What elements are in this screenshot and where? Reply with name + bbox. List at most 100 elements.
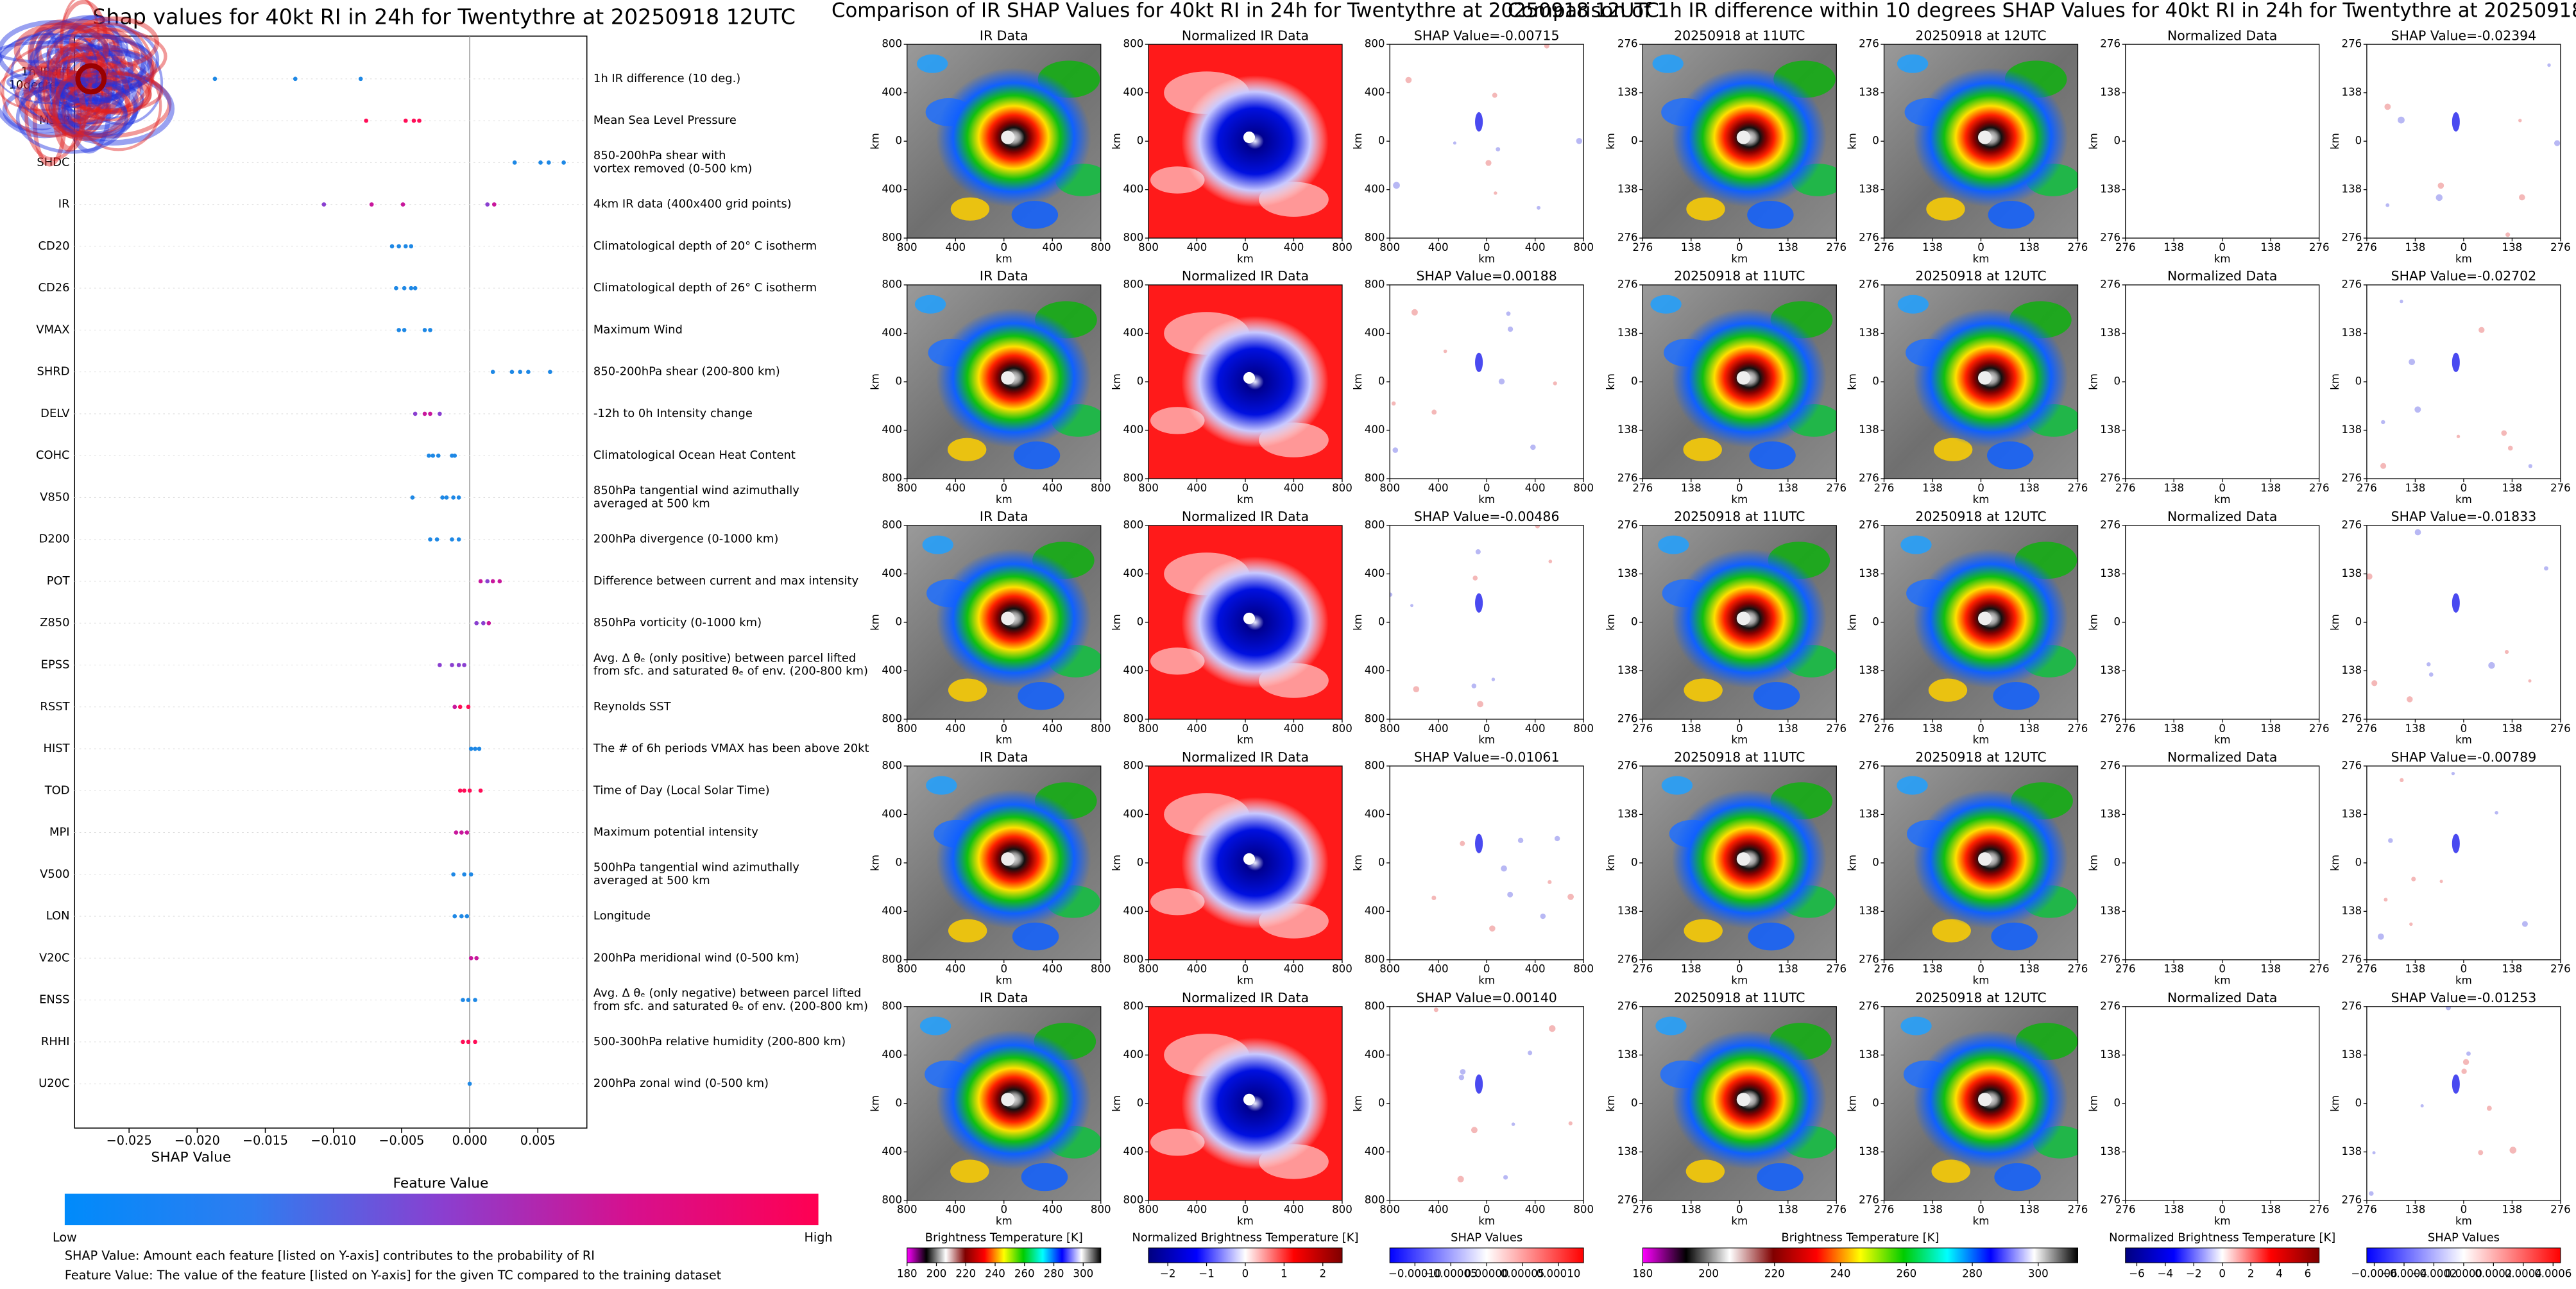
y-tick-label: 800 [1365, 1193, 1385, 1206]
y-axis-label: km [1846, 855, 1858, 871]
y-tick-label: 276 [1859, 38, 1879, 50]
shap-point [457, 788, 463, 793]
x-tick-label: 0 [1736, 241, 1743, 253]
cloud-patch [1685, 1159, 1725, 1183]
x-tick-label: 800 [1379, 482, 1400, 494]
y-axis-label: km [2329, 855, 2341, 871]
panel-title: 20250918 at 12UTC [1915, 749, 2046, 765]
cloud-patch [950, 197, 990, 221]
feature-description: 850-200hPa shear with [593, 149, 726, 162]
x-tick-label: 0 [1483, 722, 1490, 735]
y-axis-label: km [1605, 855, 1617, 871]
x-tick-label: 138 [2405, 241, 2426, 253]
y-tick-label: 0 [1631, 375, 1638, 388]
shap-point [546, 160, 551, 165]
satellite-image [1884, 525, 2078, 719]
x-tick-label: 138 [1778, 722, 1798, 735]
x-tick-label: 0 [1977, 722, 1984, 735]
x-tick-label: 800 [1138, 241, 1159, 253]
colorbar-label: SHAP Values [2428, 1231, 2500, 1245]
shap-speck [2528, 464, 2532, 468]
x-tick-label: 800 [1379, 722, 1400, 735]
shap-point [422, 328, 427, 332]
satellite-image [1390, 525, 1584, 719]
x-tick-label: 138 [2163, 241, 2184, 253]
feature-description: Climatological Ocean Heat Content [593, 448, 796, 462]
x-tick-label: 276 [2357, 241, 2377, 253]
feature-description: from sfc. and saturated θₑ of env. (200-… [593, 665, 868, 678]
colorbar-tick-label: 280 [1962, 1267, 1983, 1279]
x-tick-label: 138 [1922, 241, 1943, 253]
colorbar-tick-label: 6 [2305, 1267, 2312, 1279]
y-tick-label: 400 [882, 423, 902, 436]
x-tick-label: 276 [2357, 963, 2377, 975]
colorbar-tick-label: 0.0004 [2505, 1267, 2542, 1279]
x-tick-label: 0 [2219, 963, 2226, 975]
cloud-patch [1900, 535, 1932, 554]
x-tick-label: 138 [1922, 963, 1943, 975]
satellite-image [1884, 1006, 2078, 1200]
shap-point [465, 914, 470, 919]
panel-title: SHAP Value=-0.02702 [2391, 268, 2537, 284]
shap-point [358, 76, 363, 81]
y-tick-label: 138 [2100, 1145, 2120, 1157]
note: Feature Value: The value of the feature … [65, 1268, 722, 1283]
shap-point [413, 286, 418, 291]
feature-description: Avg. Δ θₑ (only negative) between parcel… [593, 986, 861, 1000]
x-tick-label: 400 [1284, 482, 1304, 494]
y-axis-label: km [1605, 133, 1617, 149]
x-tick-label: 276 [2550, 722, 2571, 735]
y-tick-label: 276 [2100, 472, 2120, 484]
shap-speck [1471, 683, 1477, 688]
shap-speck [1405, 76, 1412, 83]
x-tick-label: 276 [2550, 1204, 2571, 1216]
y-tick-label: 800 [1123, 278, 1144, 291]
feature-description: Longitude [593, 909, 651, 923]
shap-speck [2446, 1006, 2452, 1011]
y-tick-label: 0 [896, 1097, 903, 1109]
shap-speck [1517, 837, 1524, 844]
x-tick-label: 0 [1000, 241, 1007, 253]
shap-speck [2518, 119, 2522, 123]
shap-speck [2509, 1147, 2517, 1154]
cloud-patch [1684, 678, 1723, 702]
shap-speck [2407, 696, 2413, 703]
x-tick-label: 400 [1428, 722, 1449, 735]
y-tick-label: 276 [1617, 759, 1638, 771]
y-axis-label: km [1846, 133, 1858, 149]
satellite-image [1148, 525, 1342, 719]
y-tick-label: 138 [1617, 327, 1638, 339]
cloud-patch [1650, 295, 1682, 314]
y-tick-label: 800 [1365, 712, 1385, 724]
shap-point [450, 663, 454, 667]
shap-speck [1491, 678, 1496, 681]
shap-spot [1475, 1074, 1483, 1094]
y-tick-label: 800 [882, 38, 902, 50]
feature-description: 4km IR data (400x400 grid points) [593, 198, 792, 211]
shap-point [473, 1039, 477, 1045]
cloud-patch [1013, 441, 1061, 470]
y-tick-label: 0 [1137, 615, 1144, 627]
x-axis-label: km [1731, 1215, 1748, 1227]
shap-speck [1457, 1175, 1464, 1182]
eye [1001, 130, 1015, 144]
x-tick-label: 276 [2068, 241, 2088, 253]
shap-speck [1410, 604, 1413, 608]
y-tick-label: 400 [1123, 567, 1144, 579]
x-tick-label: 276 [1632, 963, 1653, 975]
colorbar [1642, 1247, 2079, 1263]
y-axis-label: km [1846, 1095, 1858, 1112]
shap-speck [2381, 420, 2385, 425]
x-tick-label: 0 [2461, 1204, 2468, 1216]
y-tick-label: 800 [1123, 1000, 1144, 1012]
storm [1181, 316, 1329, 448]
satellite-image [1642, 44, 1837, 239]
satellite-image [2366, 44, 2561, 239]
x-tick-label: 0 [1242, 1204, 1249, 1216]
y-tick-label: 0 [1872, 615, 1879, 627]
y-tick-label: 400 [1365, 86, 1385, 98]
cloud-patch [1684, 919, 1723, 943]
shap-speck [1506, 311, 1511, 316]
